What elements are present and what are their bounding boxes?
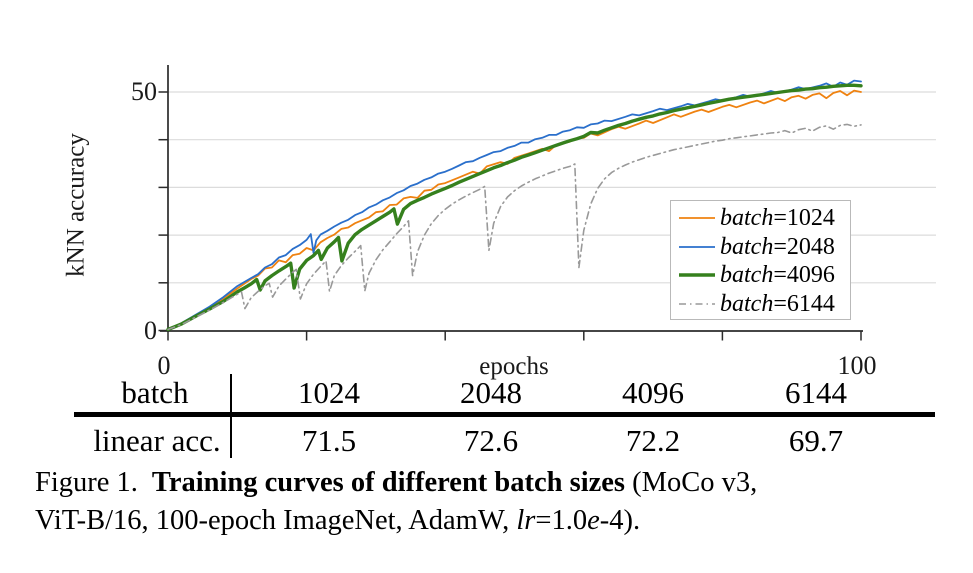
- legend-label: batch=2048: [720, 233, 835, 260]
- legend-item-batch-1024: batch=1024: [671, 204, 850, 233]
- table-batch-size-4096: 4096: [622, 375, 684, 410]
- caption-line-2: ViT-B/16, 100-epoch ImageNet, AdamW, lr=…: [35, 505, 641, 536]
- legend-item-batch-6144: batch=6144: [671, 290, 850, 319]
- x-tick-label-0: 0: [157, 351, 171, 380]
- table-horizontal-rule: [74, 412, 935, 417]
- legend-line-sample: [679, 245, 715, 248]
- table-batch-size-2048: 2048: [460, 375, 522, 410]
- legend-label: batch=1024: [720, 205, 835, 232]
- caption-bold-title: Training curves of different batch sizes: [151, 467, 626, 498]
- table-linear-acc-2048: 72.6: [463, 423, 519, 458]
- legend-item-batch-2048: batch=2048: [671, 233, 850, 262]
- x-tick-label-100: 100: [837, 351, 877, 380]
- caption-line-1: Figure 1. Training curves of different ba…: [35, 464, 955, 502]
- legend-line-sample: [679, 302, 715, 305]
- legend-line-sample: [679, 273, 715, 277]
- y-tick-label-50: 50: [131, 77, 157, 106]
- legend-label: batch=4096: [720, 262, 835, 289]
- table-linear-acc-6144: 69.7: [788, 423, 844, 458]
- table-batch-size-1024: 1024: [298, 375, 360, 410]
- legend-item-batch-4096: batch=4096: [671, 261, 850, 290]
- legend-label: batch=6144: [720, 290, 835, 317]
- figure-caption: Figure 1. Training curves of different ba…: [35, 464, 955, 540]
- caption-after-bold: (MoCo v3,: [632, 467, 758, 498]
- y-axis-label: kNN accuracy: [62, 133, 90, 277]
- table-row1-label: batch: [121, 375, 189, 410]
- table-linear-acc-4096: 72.2: [625, 423, 681, 458]
- table-linear-acc-1024: 71.5: [301, 423, 357, 458]
- caption-figure-label: Figure 1.: [35, 467, 138, 498]
- x-axis-label: epochs: [479, 353, 549, 380]
- legend-line-sample: [679, 217, 715, 220]
- y-tick-label-0: 0: [144, 315, 157, 345]
- chart-legend: batch=1024 batch=2048 batch=4096 batch=6144: [670, 200, 851, 320]
- table-row2-label: linear acc.: [93, 423, 221, 458]
- table-batch-size-6144: 6144: [785, 375, 847, 410]
